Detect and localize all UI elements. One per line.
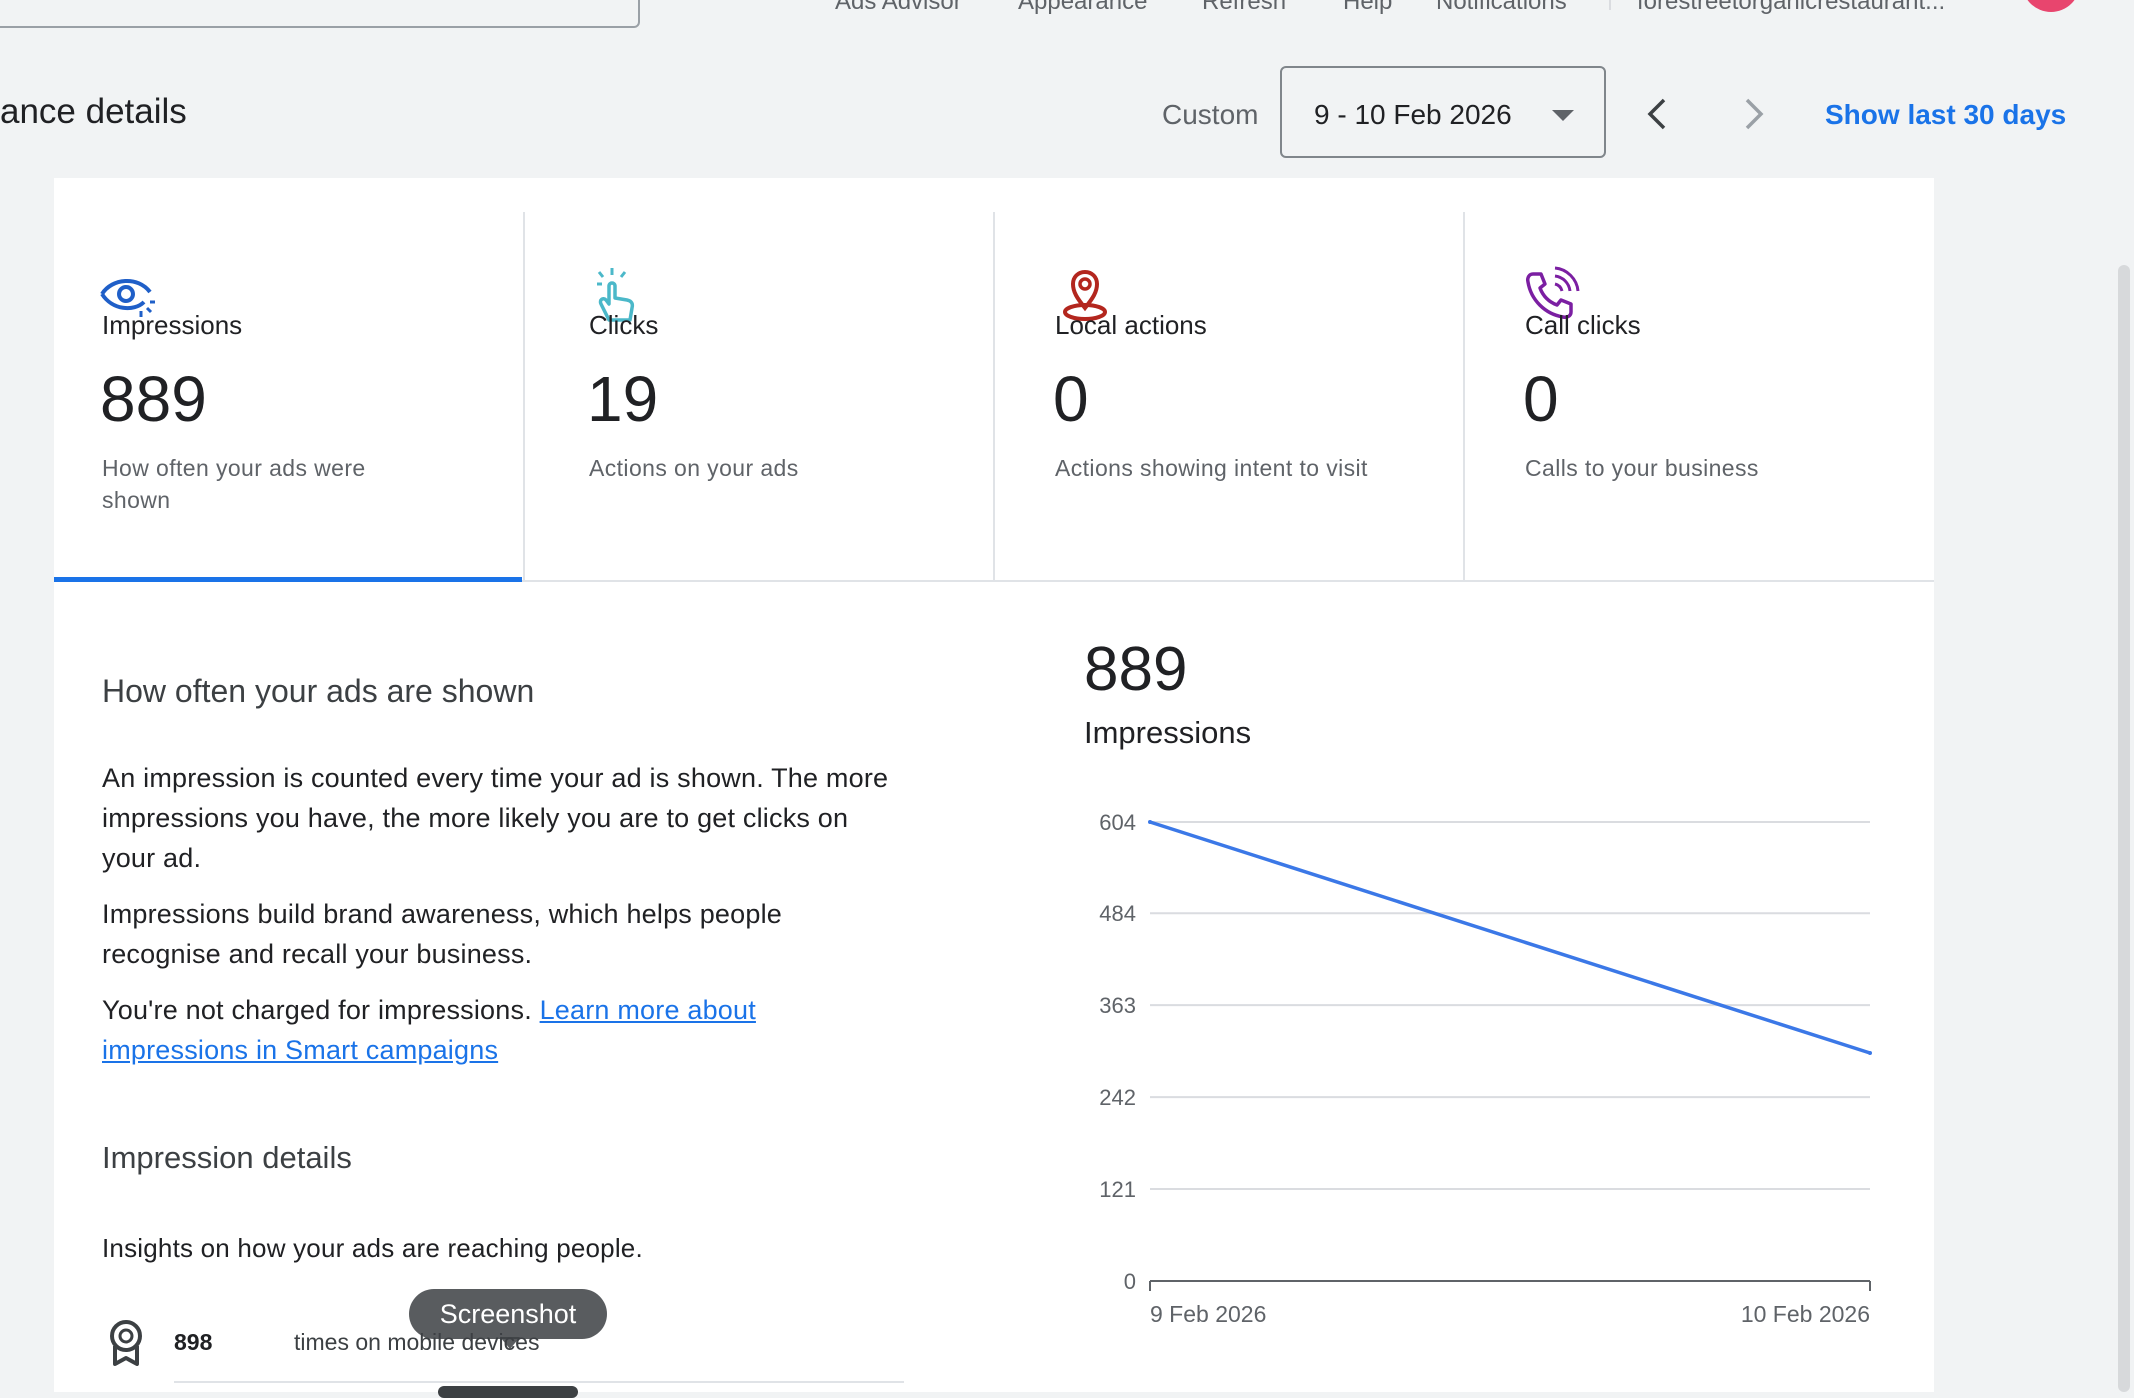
page-title: ance details <box>0 92 187 131</box>
tab-description: Actions on your ads <box>589 455 799 481</box>
tab-value: 0 <box>1053 363 1089 435</box>
tab-description: Actions showing intent to visit <box>1055 455 1368 481</box>
range-type-label: Custom <box>1162 99 1259 130</box>
tab-value: 19 <box>587 363 659 435</box>
summary-value: 889 <box>1084 635 1188 704</box>
y-tick-label: 363 <box>1099 993 1136 1018</box>
date-range-value: 9 - 10 Feb 2026 <box>1314 99 1512 130</box>
summary-label: Impressions <box>1084 715 1252 750</box>
tab-value: 0 <box>1523 363 1559 435</box>
x-tick-label: 9 Feb 2026 <box>1150 1301 1266 1327</box>
impression-details-title: Impression details <box>102 1140 352 1175</box>
data-point <box>1148 820 1152 824</box>
x-tick-label: 10 Feb 2026 <box>1741 1301 1870 1327</box>
learn-more-link[interactable]: Learn more about impressions in Smart ca… <box>102 995 756 1065</box>
tap-icon <box>597 268 635 322</box>
y-tick-label: 242 <box>1099 1085 1136 1110</box>
location-pin-icon <box>1063 269 1107 321</box>
award-icon <box>110 1320 142 1366</box>
y-tick-label: 484 <box>1099 901 1136 926</box>
nav-divider <box>1609 0 1611 10</box>
tab-label: Call clicks <box>1525 310 1641 340</box>
y-tick-label: 604 <box>1099 810 1136 835</box>
selected-tab-indicator <box>54 577 522 582</box>
detail-title: How often your ads are shown <box>102 673 535 709</box>
screenshot-button[interactable] <box>438 1386 578 1398</box>
tab-description: How often your ads were shown <box>102 455 366 513</box>
phone-call-icon <box>1526 266 1580 319</box>
detail-paragraph-2: Impressions build brand awareness, which… <box>102 899 782 969</box>
impressions-line-chart: 0 121 242 363 484 604 9 Feb 2026 10 Feb 2026 <box>1099 810 1872 1327</box>
nav-help[interactable]: Help <box>1343 0 1393 15</box>
show-last-30-days-button[interactable]: Show last 30 days <box>1825 99 2067 130</box>
nav-appearance[interactable]: Appearance <box>1018 0 1148 15</box>
nav-notifications[interactable]: Notifications <box>1436 0 1567 15</box>
tab-label: Impressions <box>102 310 243 340</box>
tab-local-actions[interactable]: Local actions 0 Actions showing intent t… <box>993 212 1463 580</box>
tab-call-clicks[interactable]: Call clicks 0 Calls to your business <box>1463 212 1933 580</box>
series-line-impressions <box>1149 820 1871 1055</box>
chevron-right-icon[interactable] <box>1733 94 1773 134</box>
search-box[interactable] <box>0 0 640 28</box>
detail-paragraph-1: An impression is counted every time your… <box>102 763 889 873</box>
eye-icon <box>100 278 155 317</box>
chevron-left-icon[interactable] <box>1638 94 1678 134</box>
avatar[interactable] <box>2022 0 2080 12</box>
tab-label: Local actions <box>1055 310 1207 340</box>
date-range-select[interactable]: 9 - 10 Feb 2026 <box>1280 66 1606 158</box>
metric-tabs: Impressions 889 How often your ads were … <box>54 178 1934 582</box>
tab-label: Clicks <box>589 310 659 340</box>
nav-ads-advisor[interactable]: Ads Advisor <box>835 0 962 15</box>
tab-description: Calls to your business <box>1525 455 1759 481</box>
scrollbar[interactable] <box>2118 265 2130 1392</box>
dropdown-caret-icon <box>1552 110 1574 121</box>
screenshot-tooltip: Screenshot <box>409 1289 607 1339</box>
y-tick-label: 121 <box>1099 1177 1136 1202</box>
data-point <box>1868 1051 1872 1056</box>
detail-divider <box>174 1381 904 1383</box>
tab-value: 889 <box>100 363 207 435</box>
account-name[interactable]: forestreetorganicrestaurant... <box>1637 0 1946 15</box>
impression-details-subtitle: Insights on how your ads are reaching pe… <box>102 1233 643 1263</box>
not-charged-text: You're not charged for impressions. <box>102 995 540 1025</box>
tooltip-pointer <box>500 1337 520 1349</box>
nav-refresh[interactable]: Refresh <box>1202 0 1287 15</box>
detail-count: 898 <box>174 1329 213 1355</box>
tab-impressions[interactable]: Impressions 889 How often your ads were … <box>54 212 524 582</box>
y-tick-label: 0 <box>1124 1269 1136 1294</box>
detail-paragraph-3: You're not charged for impressions. Lear… <box>102 990 862 1070</box>
tab-clicks[interactable]: Clicks 19 Actions on your ads <box>523 212 993 580</box>
